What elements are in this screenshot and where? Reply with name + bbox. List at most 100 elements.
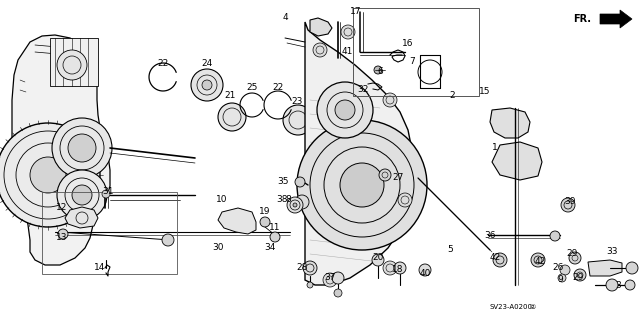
Polygon shape (600, 10, 632, 28)
Text: FR.: FR. (573, 14, 591, 24)
Circle shape (419, 264, 431, 276)
Polygon shape (12, 35, 110, 265)
Circle shape (57, 170, 107, 220)
Circle shape (287, 197, 303, 213)
Circle shape (30, 157, 66, 193)
Circle shape (295, 177, 305, 187)
Circle shape (283, 105, 313, 135)
Circle shape (531, 253, 545, 267)
Text: 19: 19 (259, 207, 271, 217)
Polygon shape (65, 207, 98, 228)
Circle shape (383, 261, 397, 275)
Bar (42, 192, 177, 274)
Circle shape (162, 234, 174, 246)
Circle shape (394, 262, 406, 274)
Circle shape (72, 185, 92, 205)
Circle shape (372, 254, 384, 266)
Polygon shape (218, 208, 256, 234)
Text: 31: 31 (102, 188, 114, 197)
Text: 10: 10 (216, 196, 228, 204)
Text: 9: 9 (557, 276, 563, 285)
Text: 17: 17 (350, 8, 362, 17)
Text: 1: 1 (492, 144, 498, 152)
Bar (353, 8, 479, 96)
Text: 35: 35 (277, 177, 289, 187)
Text: 36: 36 (484, 231, 496, 240)
Circle shape (52, 118, 112, 178)
Text: ②: ② (530, 304, 536, 310)
Circle shape (323, 273, 337, 287)
Text: 16: 16 (403, 40, 413, 48)
Circle shape (0, 123, 100, 227)
Circle shape (202, 80, 212, 90)
Text: 21: 21 (224, 91, 236, 100)
Circle shape (626, 262, 638, 274)
Circle shape (297, 120, 427, 250)
Text: 7: 7 (409, 57, 415, 66)
Text: 13: 13 (56, 234, 68, 242)
Text: 6: 6 (377, 68, 383, 77)
Circle shape (574, 269, 586, 281)
Circle shape (57, 50, 87, 80)
Text: 33: 33 (606, 248, 618, 256)
Circle shape (317, 82, 373, 138)
Circle shape (218, 103, 246, 131)
Circle shape (191, 69, 223, 101)
Circle shape (550, 231, 560, 241)
Circle shape (334, 289, 342, 297)
Circle shape (260, 217, 270, 227)
Text: 4: 4 (282, 13, 288, 23)
Circle shape (606, 279, 618, 291)
Text: 11: 11 (269, 224, 281, 233)
Circle shape (102, 190, 110, 198)
Polygon shape (588, 260, 622, 276)
Circle shape (340, 163, 384, 207)
Text: 22: 22 (273, 84, 284, 93)
Text: 40: 40 (419, 269, 431, 278)
Text: 42: 42 (490, 254, 500, 263)
Text: 25: 25 (246, 84, 258, 93)
Circle shape (307, 282, 313, 288)
Circle shape (270, 232, 280, 242)
Text: 34: 34 (264, 243, 276, 253)
Text: 18: 18 (392, 265, 404, 275)
Circle shape (558, 274, 566, 282)
Circle shape (374, 66, 382, 74)
Circle shape (379, 169, 391, 181)
Circle shape (58, 229, 68, 239)
Circle shape (383, 93, 397, 107)
Text: 2: 2 (449, 91, 455, 100)
Text: 29: 29 (572, 273, 584, 283)
Text: 3: 3 (615, 280, 621, 290)
Text: 12: 12 (56, 204, 68, 212)
Circle shape (560, 265, 570, 275)
Polygon shape (305, 22, 413, 285)
Text: 14: 14 (94, 263, 106, 272)
Text: 24: 24 (202, 58, 212, 68)
Text: 29: 29 (566, 249, 578, 258)
Text: 39: 39 (564, 197, 576, 206)
Text: 28: 28 (296, 263, 308, 272)
Circle shape (293, 203, 297, 207)
Circle shape (295, 195, 309, 209)
Circle shape (313, 43, 327, 57)
Circle shape (335, 100, 355, 120)
Circle shape (625, 280, 635, 290)
Text: 23: 23 (291, 98, 303, 107)
Text: 42: 42 (534, 257, 546, 266)
Text: 15: 15 (479, 87, 491, 97)
Polygon shape (490, 108, 530, 138)
Text: 38: 38 (276, 196, 288, 204)
Circle shape (569, 252, 581, 264)
Text: 30: 30 (212, 243, 224, 253)
Text: 37: 37 (324, 273, 336, 283)
Polygon shape (492, 142, 542, 180)
Text: 26: 26 (552, 263, 564, 272)
Circle shape (341, 25, 355, 39)
Circle shape (332, 272, 344, 284)
Text: 32: 32 (357, 85, 369, 94)
Bar (50, 38, 98, 86)
Text: 5: 5 (447, 246, 453, 255)
Text: 8: 8 (285, 196, 291, 204)
Text: 27: 27 (392, 174, 404, 182)
